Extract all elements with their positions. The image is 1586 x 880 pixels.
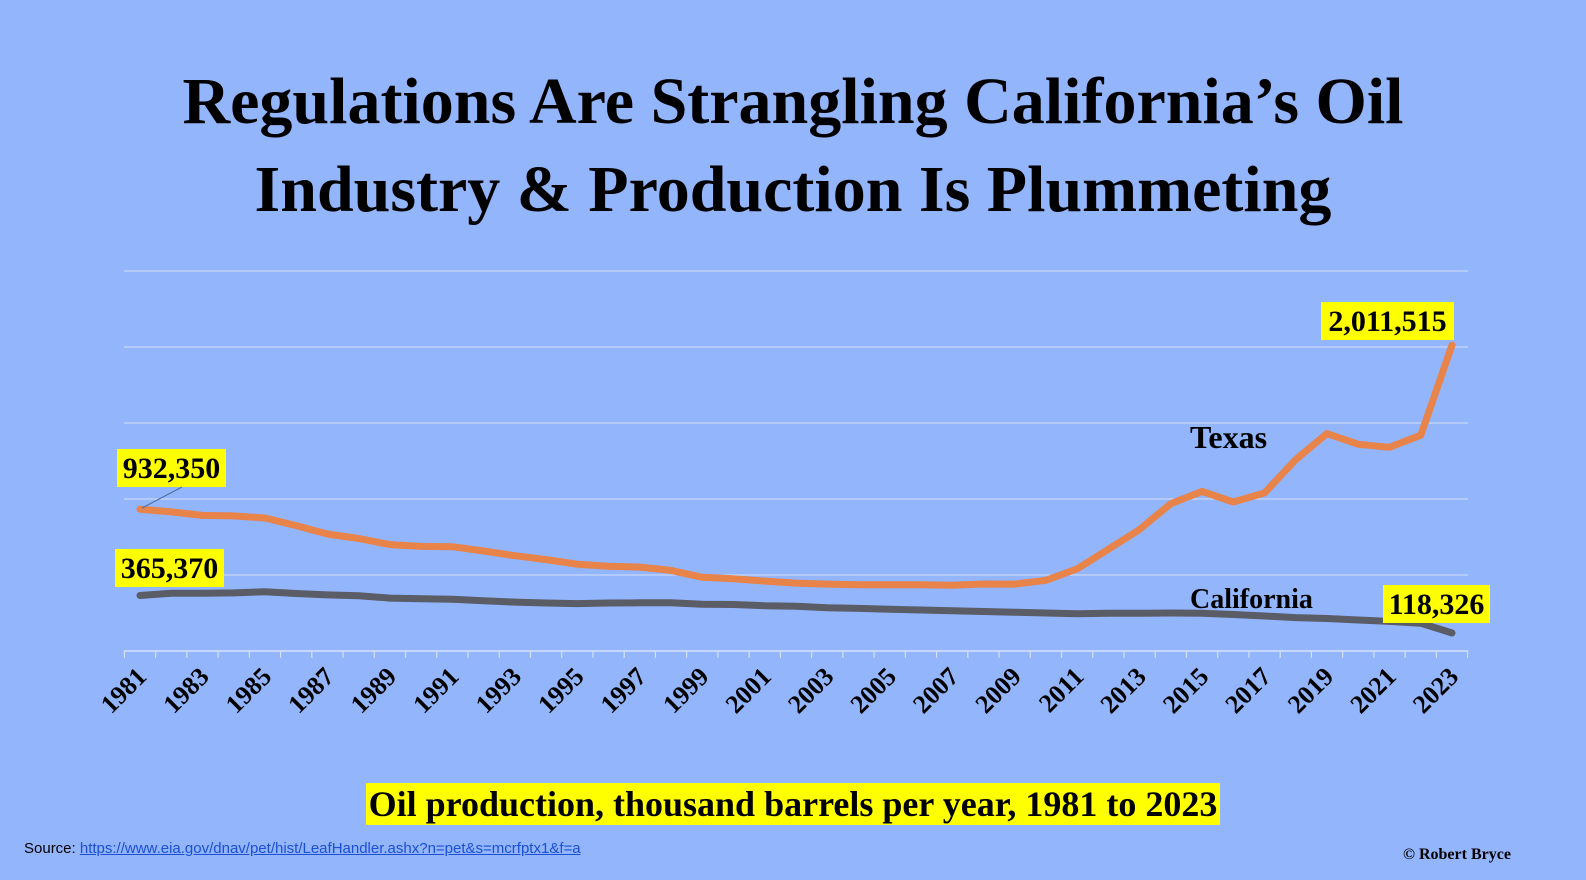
series-line-california <box>136 588 1456 637</box>
x-tick-label: 1981 <box>95 662 152 719</box>
series-labels: Texas California <box>1190 419 1313 615</box>
annotation-label: 932,350 <box>123 452 221 485</box>
annotation-box <box>1383 585 1490 623</box>
series-lines <box>136 341 1456 637</box>
chart-title-line-1: Regulations Are Strangling California’s … <box>182 65 1404 138</box>
x-tick-label: 2009 <box>970 662 1027 719</box>
chart-title-line-2: Industry & Production Is Plummeting <box>254 153 1332 226</box>
x-tick-label: 2015 <box>1157 662 1214 719</box>
x-tick-label: 1999 <box>657 662 714 719</box>
chart-title: Regulations Are Strangling California’s … <box>0 58 1586 234</box>
x-tick-label: 2007 <box>907 662 964 719</box>
x-tick-label: 2017 <box>1220 662 1277 719</box>
annotation-label: 2,011,515 <box>1328 305 1446 338</box>
annotation-label: 365,370 <box>121 552 219 585</box>
x-tick-label: 2019 <box>1282 662 1339 719</box>
source-link[interactable]: https://www.eia.gov/dnav/pet/hist/LeafHa… <box>79 840 581 857</box>
x-tick-label: 1985 <box>220 662 277 719</box>
x-tick-label: 1987 <box>282 662 339 719</box>
source-note: Source: https://www.eia.gov/dnav/pet/his… <box>24 840 581 857</box>
annotation-box <box>115 549 224 587</box>
chart-subtitle: Oil production, thousand barrels per yea… <box>365 783 1221 825</box>
x-tick-label: 2003 <box>782 662 839 719</box>
annotation-leader <box>141 486 183 509</box>
x-axis: 1981 1983 1985 1987 1989 1991 1993 1995 1997 1999… <box>95 650 1469 719</box>
x-tick-label: 1995 <box>532 662 589 719</box>
data-annotations: 932,350 365,370 2,011,515 118,326 <box>115 302 1490 623</box>
source-prefix: Source: <box>24 840 76 857</box>
x-tick-label: 2005 <box>845 662 902 719</box>
x-tick-label: 2013 <box>1095 662 1152 719</box>
annotation-label: 118,326 <box>1389 588 1485 621</box>
series-label-california: California <box>1190 584 1313 615</box>
annotation-box <box>117 449 226 487</box>
x-tick-label: 2001 <box>720 662 777 719</box>
x-tick-label: 1997 <box>595 662 652 719</box>
series-label-texas: Texas <box>1190 419 1267 455</box>
series-line-texas <box>136 341 1456 589</box>
x-tick-label: 1989 <box>345 662 402 719</box>
x-tick-label: 2011 <box>1033 662 1089 718</box>
x-tick-label: 1983 <box>157 662 214 719</box>
x-tick-label: 1993 <box>470 662 527 719</box>
x-tick-label: 1991 <box>407 662 464 719</box>
copyright-credit: © Robert Bryce <box>1403 846 1511 863</box>
annotation-box <box>1321 302 1454 340</box>
subtitle-container: Oil production, thousand barrels per yea… <box>0 783 1586 825</box>
x-tick-label: 2021 <box>1344 662 1401 719</box>
x-tick-label: 2023 <box>1407 662 1464 719</box>
